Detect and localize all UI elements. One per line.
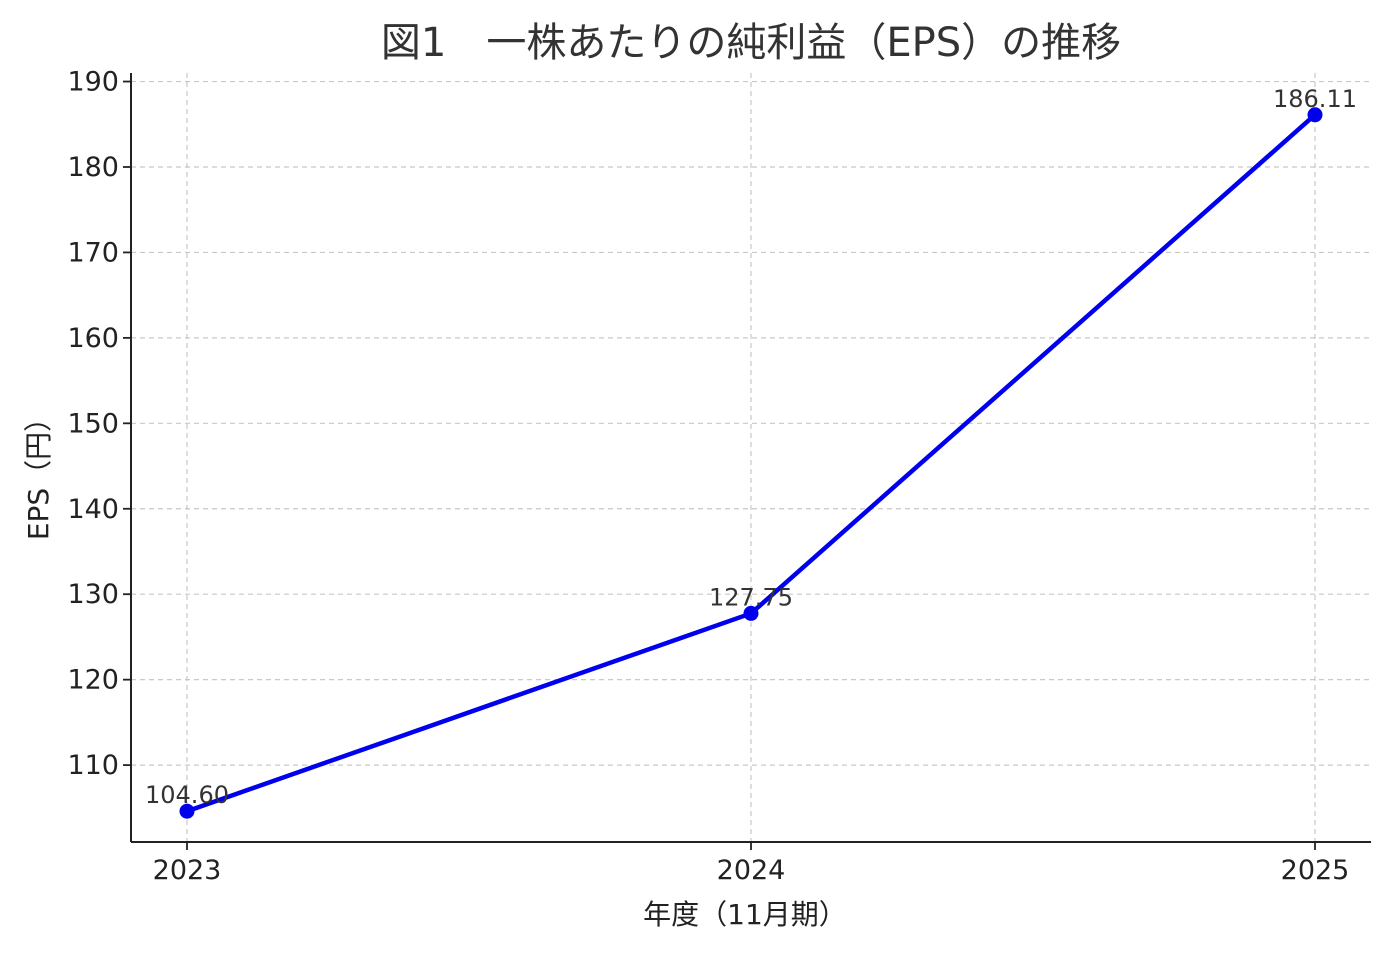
- y-tick-label: 110: [67, 750, 119, 781]
- tick-labels: 110 120 130 140 150 160 170 180 190 2023 2024 2025: [67, 67, 1349, 886]
- y-axis-label: EPS（円）: [22, 404, 55, 540]
- y-tick-label: 170: [67, 237, 119, 268]
- y-tick-label: 150: [67, 408, 119, 439]
- grid-lines: [131, 73, 1371, 842]
- y-tick-label: 140: [67, 494, 119, 525]
- x-tick-label: 2023: [153, 855, 222, 886]
- eps-data-label: 127.75: [709, 583, 793, 611]
- axes: [123, 73, 1371, 850]
- eps-data-label: 186.11: [1273, 85, 1357, 113]
- x-tick-label: 2025: [1281, 855, 1350, 886]
- y-tick-label: 130: [67, 579, 119, 610]
- chart-title: 図1 一株あたりの純利益（EPS）の推移: [381, 20, 1121, 66]
- y-tick-label: 180: [67, 152, 119, 183]
- y-tick-label: 120: [67, 665, 119, 696]
- y-tick-label: 190: [67, 67, 119, 98]
- eps-data-label: 104.60: [145, 781, 229, 809]
- y-tick-label: 160: [67, 323, 119, 354]
- x-tick-label: 2024: [717, 855, 786, 886]
- x-axis-label: 年度（11月期）: [643, 898, 847, 931]
